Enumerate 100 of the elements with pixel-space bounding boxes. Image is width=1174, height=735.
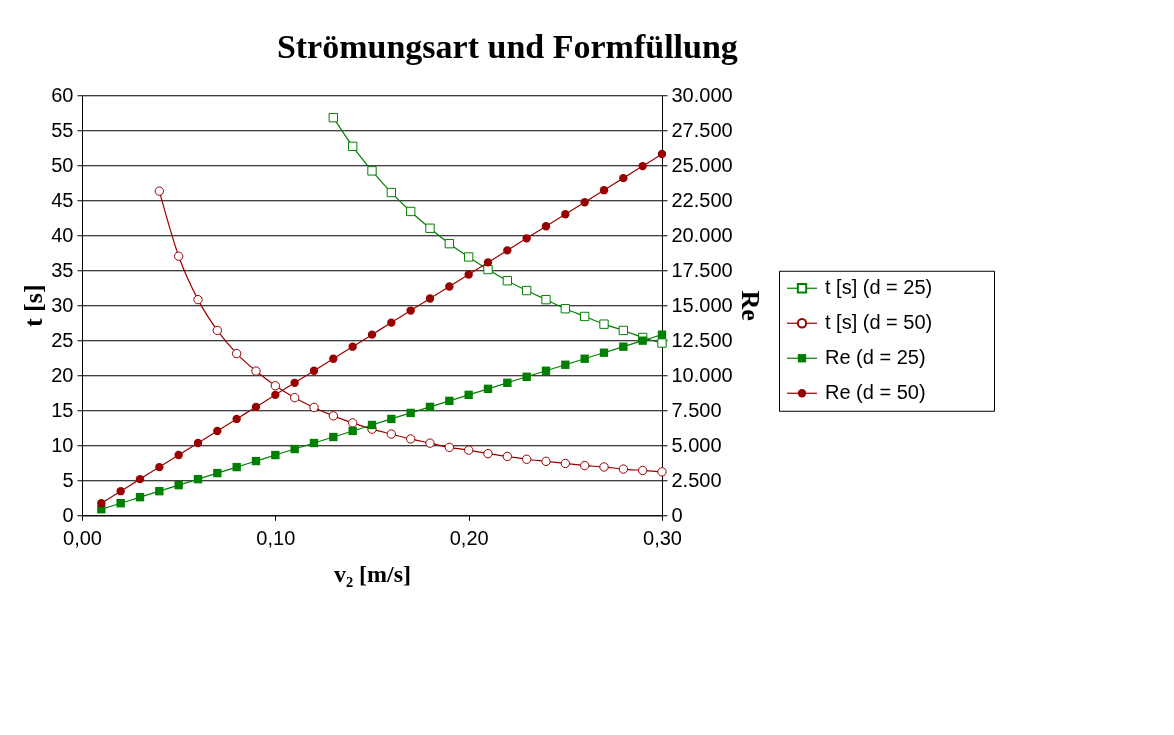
y-tick-label: 20: [51, 363, 74, 386]
point: [386, 187, 397, 198]
point: [444, 442, 455, 453]
point: [251, 366, 261, 376]
point: [521, 454, 532, 464]
point: [213, 468, 222, 478]
point: [193, 438, 203, 448]
point: [579, 311, 590, 322]
point: [599, 186, 609, 195]
point: [599, 348, 609, 357]
y2-tick-label: 30.000: [671, 83, 733, 106]
chart-title: Strömungsart und Formfüllung: [276, 27, 738, 65]
point: [212, 325, 223, 336]
point: [309, 366, 319, 375]
point: [541, 294, 551, 305]
y-tick-label: 40: [51, 223, 74, 246]
y2-tick-label: 22.500: [671, 188, 733, 211]
point: [483, 448, 493, 459]
point: [367, 166, 377, 176]
legend-label: t [s] (d = 50): [825, 311, 933, 334]
point: [483, 384, 493, 394]
point: [405, 434, 416, 444]
point: [367, 330, 377, 339]
y-axis-title: t [s]: [19, 284, 49, 328]
point: [560, 304, 571, 314]
point: [522, 234, 531, 243]
y-tick-label: 5: [62, 468, 74, 491]
point: [251, 456, 261, 466]
point: [657, 467, 667, 477]
y2-tick-label: 15.000: [671, 293, 733, 316]
point: [425, 402, 435, 412]
y2-tick-label: 20.000: [671, 223, 733, 246]
y-tick-label: 45: [51, 188, 74, 211]
point: [580, 198, 589, 207]
y-tick-label: 50: [51, 153, 74, 176]
point: [328, 411, 339, 421]
point: [271, 450, 280, 460]
point: [387, 318, 396, 327]
point: [155, 462, 164, 472]
point: [387, 414, 396, 424]
point: [541, 366, 551, 375]
point: [522, 372, 531, 381]
point: [541, 222, 551, 231]
point: [502, 451, 513, 462]
point: [464, 390, 473, 400]
point: [329, 354, 338, 363]
point: [561, 360, 570, 369]
x-axis-title: v₂ [m/s]: [333, 560, 412, 587]
point: [232, 462, 241, 472]
point: [444, 238, 455, 249]
y2-tick-label: 27.500: [671, 118, 733, 141]
point: [657, 149, 667, 159]
point: [232, 414, 241, 424]
point: [580, 354, 589, 363]
point: [463, 445, 474, 455]
legend-label: Re (d = 50): [825, 381, 926, 404]
point: [561, 210, 570, 219]
y2-tick-label: 25.000: [671, 153, 733, 176]
point: [116, 499, 125, 508]
point: [271, 390, 280, 400]
point: [348, 342, 357, 351]
point: [638, 161, 647, 171]
point: [425, 294, 435, 303]
point: [154, 186, 165, 196]
point: [425, 438, 435, 448]
x-tick-label: 0,10: [256, 526, 296, 549]
point: [173, 251, 184, 261]
y2-tick-label: 12.500: [671, 328, 733, 351]
point: [386, 429, 397, 439]
point: [213, 426, 222, 436]
y-tick-label: 35: [51, 258, 74, 281]
point: [193, 474, 203, 484]
point: [541, 456, 551, 467]
point: [463, 252, 474, 262]
point: [309, 402, 319, 413]
point: [135, 493, 145, 502]
point: [445, 396, 454, 406]
point: [638, 336, 647, 345]
point: [483, 258, 493, 267]
point: [135, 474, 145, 484]
point: [309, 438, 319, 448]
y-tick-label: 10: [51, 433, 74, 456]
legend-label: t [s] (d = 25): [825, 276, 933, 299]
y-tick-label: 25: [51, 328, 74, 351]
point: [231, 348, 242, 359]
point: [251, 402, 261, 412]
point: [155, 486, 164, 496]
point: [521, 285, 532, 296]
point: [328, 112, 339, 123]
y-tick-label: 60: [51, 83, 74, 106]
point: [637, 465, 648, 476]
y-tick-label: 55: [51, 118, 74, 141]
point: [503, 246, 512, 255]
point: [367, 420, 377, 430]
point: [347, 141, 358, 152]
point: [289, 392, 300, 403]
point: [560, 458, 571, 469]
y-tick-label: 0: [62, 503, 74, 526]
point: [619, 173, 628, 183]
point: [406, 408, 415, 418]
